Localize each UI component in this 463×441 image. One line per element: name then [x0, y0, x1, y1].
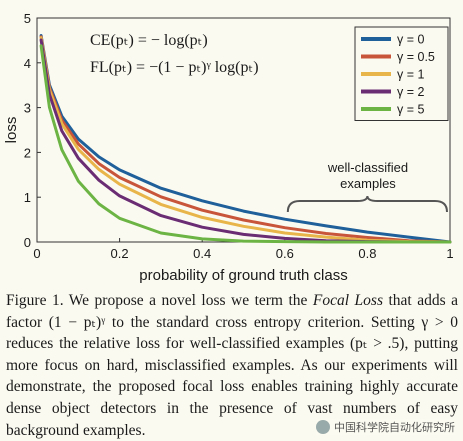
x-tick-label: 0.6 — [276, 246, 294, 261]
callout-line2: examples — [340, 176, 396, 191]
x-axis-label: probability of ground truth class — [139, 267, 347, 284]
x-tick-label: 0 — [33, 246, 40, 261]
y-tick-label: 4 — [24, 56, 31, 71]
y-axis-label: loss — [3, 117, 20, 144]
series-line — [39, 44, 452, 244]
x-tick-label: 0.2 — [111, 246, 129, 261]
caption-part-1: Figure 1. We propose a novel loss we ter… — [6, 292, 313, 309]
ce-formula: CE(pₜ) = − log(pₜ) — [90, 32, 208, 49]
legend-label: γ = 0 — [397, 33, 424, 47]
y-tick-label: 3 — [24, 101, 31, 116]
x-tick-label: 1 — [446, 246, 453, 261]
x-tick-label: 0.8 — [358, 246, 376, 261]
legend-label: γ = 2 — [397, 85, 424, 99]
series-line — [39, 34, 452, 244]
figure-caption: Figure 1. We propose a novel loss we ter… — [6, 290, 458, 441]
y-tick-label: 0 — [24, 235, 31, 250]
focal-loss-chart: 0 0.2 0.4 0.6 0.8 1 0 1 2 3 4 5 probability of groun… — [3, 11, 454, 284]
wechat-icon — [316, 420, 330, 434]
legend-label: γ = 5 — [397, 103, 424, 117]
callout-brace — [286, 195, 448, 213]
x-tick-label: 0.4 — [193, 246, 211, 261]
chart-series-lines — [39, 34, 452, 244]
well-classified-callout: well-classified examples — [286, 160, 448, 213]
y-tick-label: 1 — [24, 190, 31, 205]
y-tick-label: 5 — [24, 11, 31, 26]
series-line — [39, 36, 452, 244]
y-tick-label: 2 — [24, 145, 31, 160]
caption-part-2: that adds a factor (1 − pₜ)ᵞ to the stan… — [6, 292, 458, 439]
watermark: 中国科学院自动化研究所 — [316, 419, 455, 435]
watermark-text: 中国科学院自动化研究所 — [334, 421, 455, 434]
chart-axes: 0 0.2 0.4 0.6 0.8 1 0 1 2 3 4 5 probability of groun… — [3, 11, 454, 284]
series-line — [39, 35, 452, 244]
caption-focal-loss-term: Focal Loss — [312, 292, 383, 309]
fl-formula: FL(pₜ) = −(1 − pₜ)ᵞ log(pₜ) — [90, 59, 259, 76]
callout-line1: well-classified — [327, 160, 408, 175]
legend-label: γ = 0.5 — [397, 50, 435, 64]
chart-legend: γ = 0 γ = 0.5 γ = 1 γ = 2 γ = 5 — [354, 26, 449, 121]
legend-label: γ = 1 — [397, 68, 424, 82]
